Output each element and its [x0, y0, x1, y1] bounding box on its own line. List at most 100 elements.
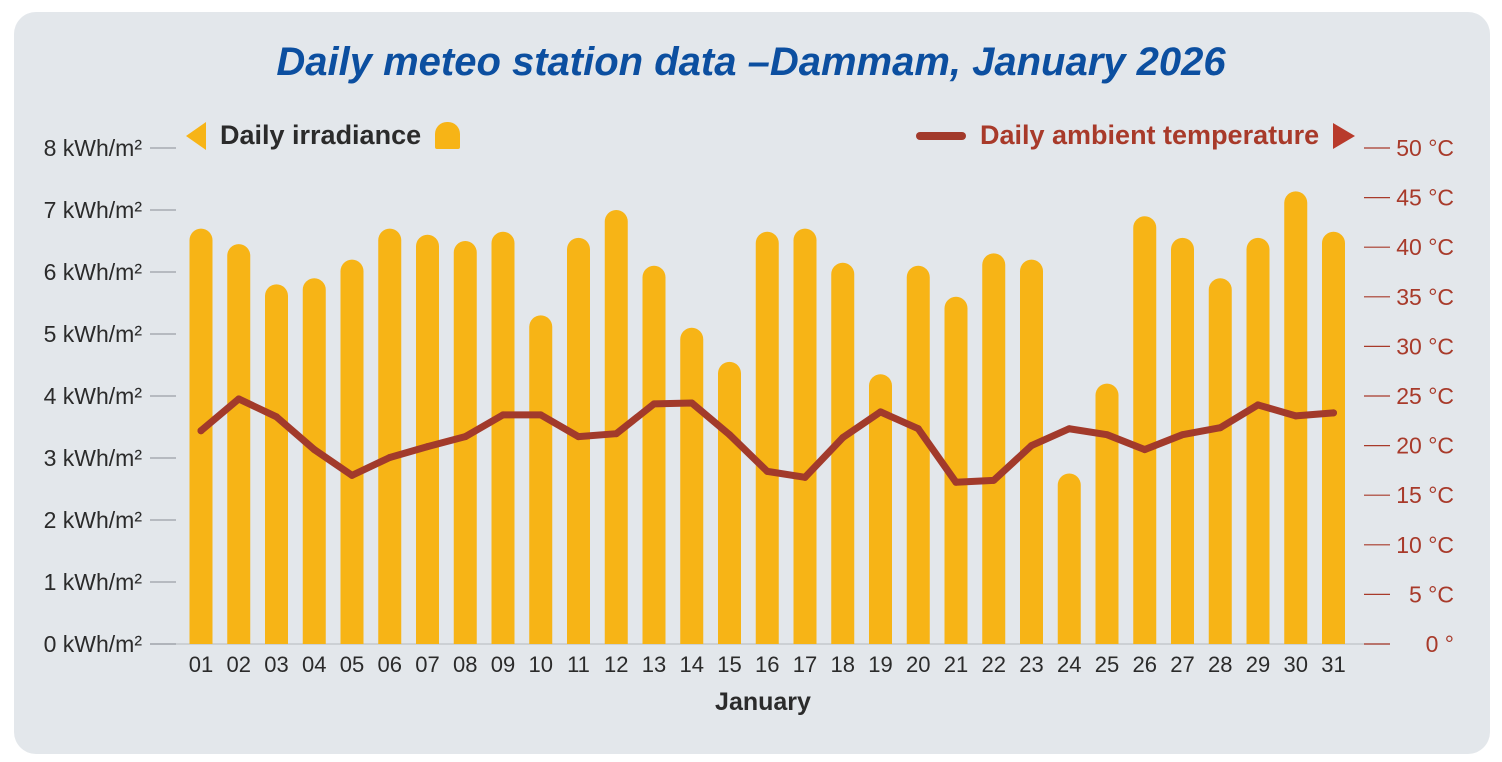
- irradiance-bar: [227, 244, 251, 644]
- left-tick-label: 1 kWh/m²: [44, 569, 143, 595]
- x-tick-label: 22: [982, 652, 1006, 677]
- left-tick-label: 0 kWh/m²: [44, 631, 143, 657]
- x-tick-label: 03: [264, 652, 288, 677]
- irradiance-bar: [1171, 237, 1194, 644]
- x-tick-label: 11: [567, 652, 590, 677]
- irradiance-bar: [906, 265, 930, 644]
- irradiance-bar: [453, 241, 477, 644]
- temperature-point: [1103, 431, 1111, 439]
- chart-title: Daily meteo station data –Dammam, Januar…: [276, 40, 1226, 84]
- left-tick-label: 2 kWh/m²: [44, 507, 143, 533]
- x-tick-label: 08: [453, 652, 477, 677]
- legend-temperature-label: Daily ambient temperature: [980, 120, 1320, 150]
- irradiance-bar: [1057, 473, 1081, 644]
- temperature-point: [461, 433, 469, 441]
- temperature-point: [1141, 446, 1149, 454]
- irradiance-bar: [265, 284, 288, 644]
- temperature-point: [1065, 425, 1073, 433]
- left-tick-label: 3 kWh/m²: [44, 445, 143, 471]
- legend-irradiance-label: Daily irradiance: [220, 120, 422, 150]
- temperature-point: [688, 399, 696, 407]
- temperature-point: [801, 473, 809, 481]
- irradiance-bar: [982, 253, 1006, 644]
- right-tick-label: 40 °C: [1396, 234, 1454, 260]
- x-tick-label: 25: [1095, 652, 1119, 677]
- temperature-point: [1292, 412, 1300, 420]
- x-tick-label: 26: [1133, 652, 1157, 677]
- x-tick-label: 01: [189, 652, 213, 677]
- temperature-point: [499, 411, 507, 419]
- temperature-point: [235, 395, 243, 403]
- irradiance-bar: [718, 361, 741, 644]
- x-tick-label: 12: [604, 652, 628, 677]
- x-axis-label: January: [715, 688, 811, 716]
- right-axis-arrow-icon: [1333, 122, 1356, 149]
- irradiance-bar: [755, 231, 779, 644]
- irradiance-bar: [302, 278, 326, 644]
- right-tick-label: 45 °C: [1396, 185, 1454, 211]
- irradiance-bar: [831, 262, 855, 644]
- x-tick-label: 14: [680, 652, 704, 677]
- temperature-point: [537, 411, 545, 419]
- temperature-point: [914, 425, 922, 433]
- left-axis-arrow-icon: [186, 121, 206, 150]
- x-tick-label: 04: [302, 652, 326, 677]
- temperature-point: [763, 467, 771, 475]
- x-tick-label: 17: [793, 652, 817, 677]
- x-tick-label: 05: [340, 652, 364, 677]
- irradiance-bar: [793, 228, 817, 644]
- right-tick-label: 5 °C: [1409, 581, 1454, 607]
- temperature-point: [197, 427, 205, 435]
- x-tick-label: 10: [529, 652, 553, 677]
- temperature-point: [1330, 409, 1337, 417]
- x-tick-label: 02: [227, 652, 251, 677]
- irradiance-bar: [604, 210, 628, 644]
- irradiance-bar: [416, 234, 439, 644]
- temperature-point: [877, 408, 884, 416]
- temperature-point: [348, 471, 356, 479]
- irradiance-bar: [1095, 383, 1119, 644]
- irradiance-bar: [378, 228, 402, 644]
- irradiance-bar: [189, 228, 213, 644]
- irradiance-bar: [1020, 259, 1043, 644]
- left-tick-label: 6 kWh/m²: [44, 259, 143, 285]
- irradiance-bar: [529, 315, 553, 644]
- temperature-point: [839, 434, 847, 442]
- x-tick-label: 16: [755, 652, 779, 677]
- right-tick-label: 15 °C: [1396, 482, 1454, 508]
- x-tick-label: 13: [642, 652, 666, 677]
- temperature-point: [310, 446, 318, 454]
- temperature-point: [1179, 431, 1186, 439]
- irradiance-bar: [1133, 216, 1157, 644]
- x-tick-label: 24: [1057, 652, 1081, 677]
- left-tick-label: 7 kWh/m²: [44, 197, 143, 223]
- x-tick-label: 19: [868, 652, 892, 677]
- temperature-point: [990, 476, 998, 484]
- irradiance-bar: [567, 237, 590, 644]
- x-tick-label: 27: [1170, 652, 1194, 677]
- temperature-point: [1254, 401, 1262, 409]
- x-tick-label: 09: [491, 652, 515, 677]
- right-tick-label: 10 °C: [1396, 532, 1454, 558]
- irradiance-bar: [491, 231, 515, 644]
- irradiance-bar: [680, 327, 704, 644]
- bar-swatch-icon: [435, 122, 461, 149]
- temperature-point: [650, 400, 658, 408]
- x-tick-label: 28: [1208, 652, 1232, 677]
- right-tick-label: 0 °: [1426, 631, 1454, 657]
- temperature-point: [726, 431, 733, 439]
- temperature-point: [575, 433, 582, 441]
- x-tick-label: 31: [1321, 652, 1345, 677]
- legend-irradiance: Daily irradiance: [186, 120, 461, 151]
- irradiance-bar: [1322, 231, 1345, 644]
- irradiance-bar: [642, 265, 666, 644]
- x-tick-label: 30: [1284, 652, 1308, 677]
- chart-card: [14, 12, 1490, 754]
- irradiance-bar: [340, 259, 364, 644]
- temperature-point: [1216, 424, 1224, 432]
- x-tick-label: 23: [1019, 652, 1043, 677]
- right-tick-label: 50 °C: [1396, 135, 1454, 161]
- temperature-point: [424, 443, 431, 451]
- right-tick-label: 35 °C: [1396, 284, 1454, 310]
